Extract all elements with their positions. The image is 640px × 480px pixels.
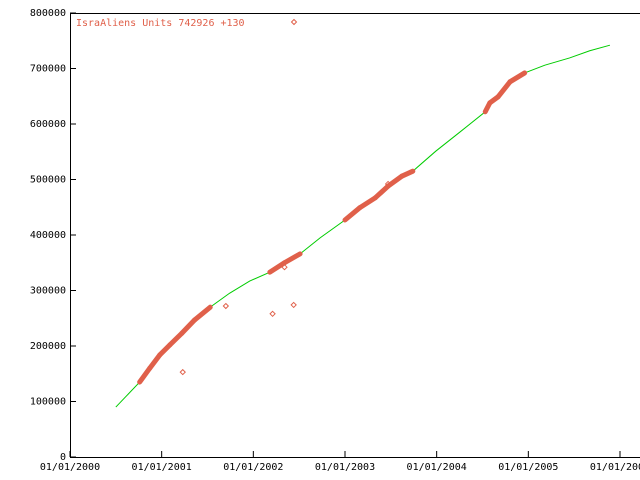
y-tick-label: 200000 — [30, 341, 66, 352]
data-segment — [342, 205, 363, 223]
data-segment — [399, 168, 416, 179]
x-tick-label: 01/01/2000 — [40, 462, 100, 473]
y-tick-label: 700000 — [30, 64, 66, 75]
legend-label: IsraAliens Units 742926 +130 — [76, 18, 245, 29]
x-tick-label: 01/01/2002 — [223, 462, 283, 473]
data-segment — [282, 251, 303, 266]
data-segment — [372, 183, 391, 201]
y-tick-label: 600000 — [30, 119, 66, 130]
data-segment — [179, 317, 198, 336]
y-tick-label: 300000 — [30, 286, 66, 297]
outlier-point — [281, 263, 288, 271]
legend-marker — [290, 18, 298, 26]
data-segment — [167, 330, 185, 348]
y-tick-label: 400000 — [30, 230, 66, 241]
outlier-point — [269, 310, 276, 318]
x-tick-label: 01/01/2005 — [498, 462, 558, 473]
outlier-point — [384, 180, 392, 188]
y-tick-label: 500000 — [30, 175, 66, 186]
y-tick-label: 0 — [60, 452, 66, 463]
data-segment — [137, 365, 153, 385]
data-segment — [147, 352, 163, 371]
data-segment — [357, 195, 378, 211]
x-tick-label: 01/01/2004 — [407, 462, 467, 473]
x-tick-label: 01/01/2006 — [590, 462, 640, 473]
connector-line — [115, 44, 611, 408]
y-tick-label: 100000 — [30, 397, 66, 408]
data-segment — [495, 79, 513, 100]
outlier-point — [290, 301, 297, 309]
plot-frame — [70, 13, 640, 458]
x-tick-label: 01/01/2003 — [315, 462, 375, 473]
y-tick-label: 800000 — [30, 8, 66, 19]
outlier-point — [222, 302, 230, 310]
data-segment — [192, 304, 213, 323]
data-segment — [267, 260, 287, 275]
outlier-point — [179, 368, 186, 376]
data-segment — [507, 70, 528, 85]
x-tick-label: 01/01/2001 — [132, 462, 192, 473]
